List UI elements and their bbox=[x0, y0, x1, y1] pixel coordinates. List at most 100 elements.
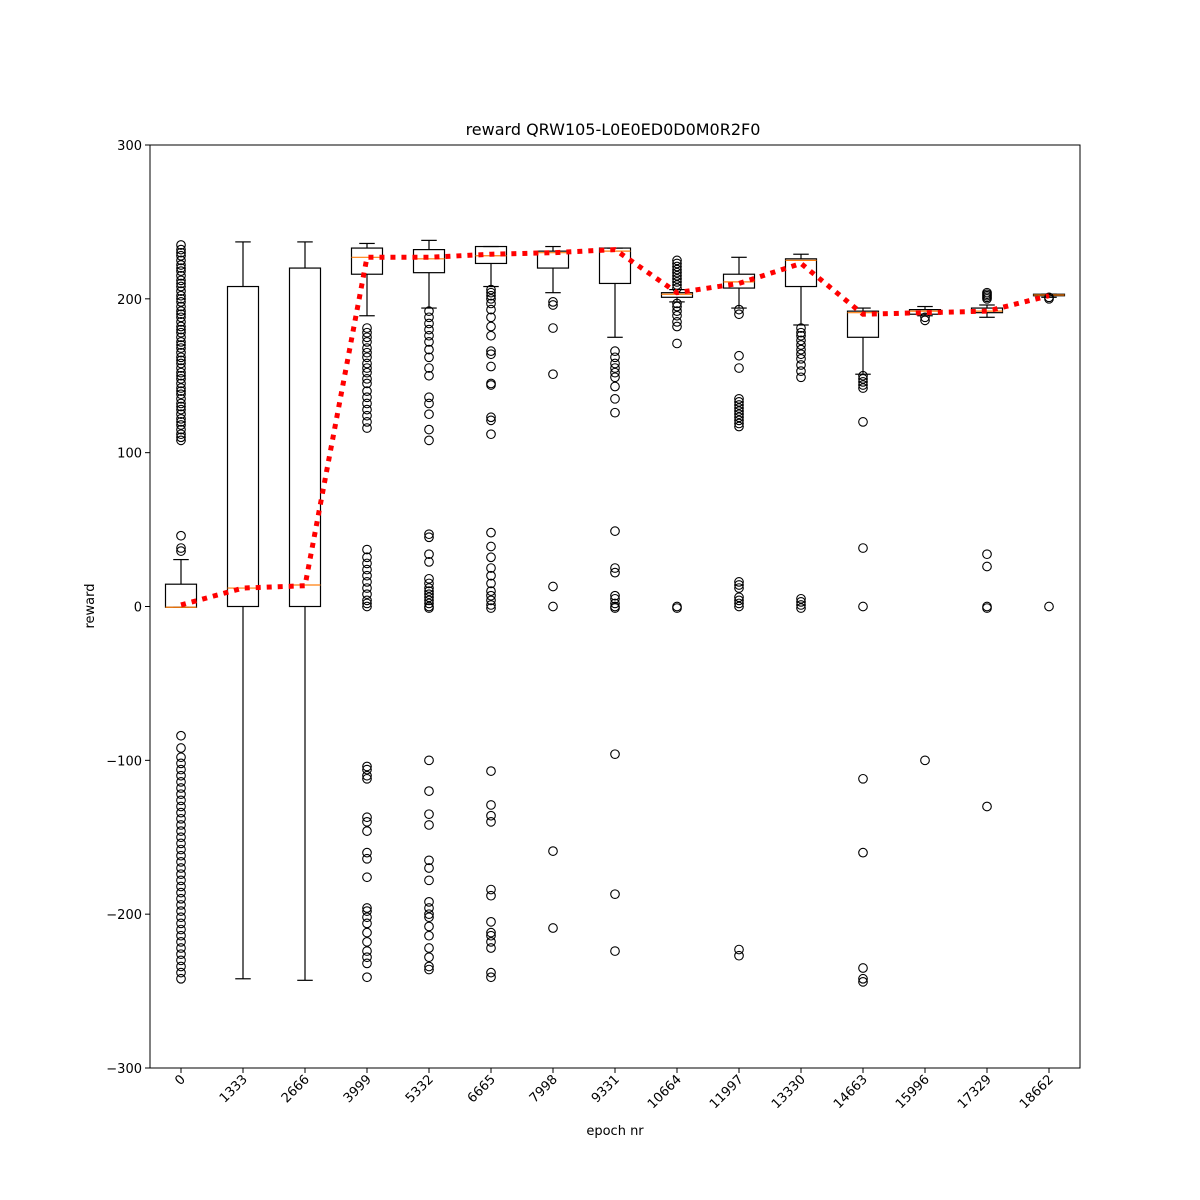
outlier-point bbox=[796, 600, 806, 610]
outlier-point bbox=[362, 378, 372, 389]
outlier-point bbox=[176, 278, 186, 289]
outlier-point bbox=[672, 270, 682, 281]
outlier-point bbox=[486, 570, 496, 581]
outlier-point bbox=[610, 381, 620, 392]
outlier-point bbox=[796, 597, 806, 607]
outlier-point bbox=[176, 863, 186, 873]
outlier-point bbox=[176, 250, 186, 261]
outlier-point bbox=[176, 255, 186, 266]
outlier-point bbox=[176, 770, 186, 781]
outlier-point bbox=[362, 332, 372, 343]
outlier-point bbox=[176, 918, 186, 929]
y-tick-label: 100 bbox=[117, 447, 142, 462]
outlier-point bbox=[362, 423, 372, 433]
outlier-point bbox=[176, 973, 186, 984]
outlier-point bbox=[982, 603, 992, 613]
outlier-point bbox=[610, 889, 620, 900]
outlier-point bbox=[176, 367, 186, 378]
outlier-point bbox=[424, 352, 434, 363]
outlier-point bbox=[424, 573, 434, 584]
outlier-point bbox=[362, 595, 372, 606]
x-tick-label: 13330 bbox=[769, 1072, 809, 1112]
outlier-point bbox=[734, 412, 744, 423]
outlier-point bbox=[176, 260, 186, 270]
outlier-point bbox=[176, 409, 186, 420]
x-tick-label: 7998 bbox=[527, 1072, 561, 1106]
box-3999 bbox=[350, 242, 384, 983]
outlier-point bbox=[424, 961, 434, 972]
outlier-point bbox=[486, 361, 496, 372]
outlier-point bbox=[176, 389, 186, 400]
x-tick-label: 18662 bbox=[1017, 1072, 1057, 1112]
outlier-point bbox=[858, 383, 868, 393]
outlier-point bbox=[734, 577, 744, 587]
outlier-point bbox=[362, 343, 372, 353]
outlier-point bbox=[734, 406, 744, 416]
outlier-point bbox=[424, 324, 434, 335]
outlier-point bbox=[486, 800, 496, 810]
outlier-point bbox=[176, 955, 186, 966]
outlier-point bbox=[982, 549, 992, 560]
outlier-point bbox=[858, 370, 868, 381]
outlier-point bbox=[796, 360, 806, 370]
outlier-point bbox=[486, 412, 496, 423]
outlier-point bbox=[362, 847, 372, 858]
outlier-point bbox=[424, 583, 434, 593]
outlier-point bbox=[176, 286, 186, 296]
outlier-point bbox=[610, 603, 620, 613]
outlier-point bbox=[362, 952, 372, 963]
outlier-point bbox=[424, 897, 434, 907]
outlier-point bbox=[176, 393, 186, 404]
box-2666 bbox=[288, 241, 322, 981]
outlier-point bbox=[176, 546, 186, 556]
outlier-point bbox=[548, 323, 558, 333]
box-1333 bbox=[226, 241, 260, 980]
outlier-point bbox=[176, 317, 186, 327]
outlier-point bbox=[176, 783, 186, 793]
outlier-point bbox=[796, 335, 806, 346]
outlier-point bbox=[424, 875, 434, 886]
mean-line bbox=[180, 247, 1050, 608]
outlier-point bbox=[176, 240, 186, 250]
outlier-point bbox=[672, 321, 682, 332]
outlier-point bbox=[486, 541, 496, 552]
outlier-point bbox=[734, 363, 744, 373]
outlier-point bbox=[982, 801, 992, 812]
x-axis-label: epoch nr bbox=[586, 1124, 644, 1139]
outlier-point bbox=[548, 581, 558, 592]
box-body bbox=[474, 245, 508, 265]
outlier-point bbox=[424, 809, 434, 820]
outlier-point bbox=[796, 349, 806, 360]
outlier-point bbox=[362, 583, 372, 593]
outlier-point bbox=[424, 964, 434, 975]
outlier-point bbox=[176, 293, 186, 304]
outlier-point bbox=[362, 544, 372, 555]
outlier-point bbox=[796, 353, 806, 364]
outlier-point bbox=[486, 890, 496, 901]
outlier-point bbox=[176, 358, 186, 369]
outlier-point bbox=[486, 293, 496, 304]
outlier-point bbox=[734, 944, 744, 955]
outlier-point bbox=[176, 332, 186, 343]
outlier-point bbox=[362, 906, 372, 916]
outlier-point bbox=[362, 589, 372, 600]
outlier-point bbox=[362, 410, 372, 421]
outlier-point bbox=[486, 304, 496, 315]
outlier-point bbox=[424, 786, 434, 796]
outlier-point bbox=[424, 435, 434, 446]
outlier-point bbox=[734, 421, 744, 432]
outlier-point bbox=[176, 378, 186, 389]
outlier-point bbox=[486, 766, 496, 776]
outlier-point bbox=[486, 595, 496, 606]
y-tick-label: −100 bbox=[106, 754, 142, 769]
box-14663 bbox=[846, 307, 880, 987]
outlier-point bbox=[176, 869, 186, 880]
outlier-point bbox=[486, 884, 496, 895]
outlier-point bbox=[486, 563, 496, 573]
box-6665 bbox=[474, 245, 508, 983]
box-9331 bbox=[598, 247, 632, 956]
outlier-point bbox=[486, 312, 496, 323]
outlier-point bbox=[176, 270, 186, 281]
outlier-point bbox=[176, 312, 186, 323]
outlier-point bbox=[176, 906, 186, 916]
